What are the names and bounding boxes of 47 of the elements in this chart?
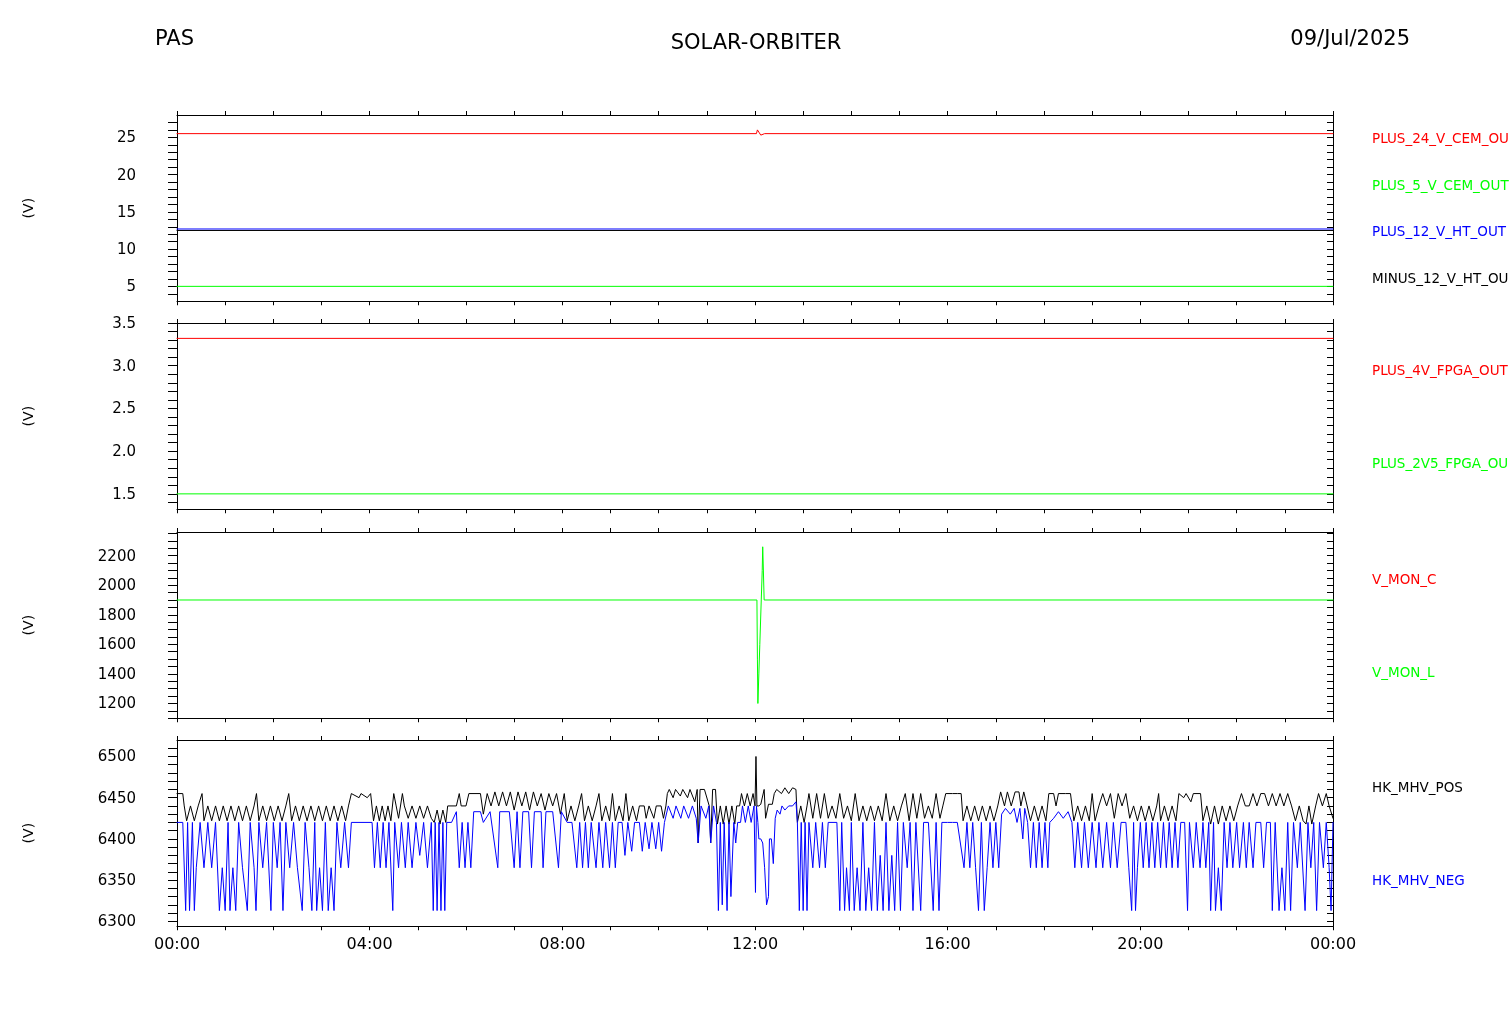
y-tick-label: 2.0 <box>112 442 136 461</box>
y-tick-label: 3.0 <box>112 356 136 375</box>
y-tick-label: 15 <box>116 202 136 221</box>
y-axis-title: (V) <box>20 406 36 427</box>
text: PAS <box>155 25 195 50</box>
y-axis-title: (V) <box>20 822 36 844</box>
y-axis-title: (V) <box>20 197 36 219</box>
text: PLUS_2V5_FPGA_OU <box>1372 454 1509 471</box>
x-tick-label: 20:00 <box>1117 933 1164 953</box>
y-tick-label: 20 <box>116 165 136 184</box>
y-tick-label: 25 <box>116 128 136 147</box>
y-tick-label: 5 <box>126 277 136 296</box>
y-tick-label: 6350 <box>97 870 136 889</box>
y-tick-label: 1600 <box>97 634 136 653</box>
x-tick-label: 04:00 <box>346 933 393 953</box>
y-tick-label: 2.5 <box>112 399 136 418</box>
legend-label: V_MON_C <box>1372 570 1437 587</box>
y-tick-label: 2000 <box>97 575 136 594</box>
y-tick-label: 1.5 <box>112 485 136 504</box>
x-tick-label: 08:00 <box>539 933 586 953</box>
chart-title: SOLAR-ORBITER <box>670 29 842 54</box>
y-tick-label: 1400 <box>97 664 136 683</box>
text: PLUS_24_V_CEM_OU <box>1372 130 1509 147</box>
y-tick-label: 3.5 <box>112 314 136 333</box>
x-tick-label: 12:00 <box>731 933 779 953</box>
y-tick-label: 2200 <box>97 546 136 565</box>
x-tick-label: 00:00 <box>1309 933 1357 953</box>
y-tick-label: 1800 <box>97 605 136 624</box>
text: 09/Jul/2025 <box>1290 25 1410 50</box>
text: PLUS_12_V_HT_OUT <box>1372 223 1507 240</box>
x-tick-label: 16:00 <box>924 933 971 953</box>
line-series <box>176 545 1334 704</box>
y-tick-label: 1200 <box>97 693 136 712</box>
y-tick-label: 6450 <box>97 788 136 807</box>
text: V_MON_L <box>1372 663 1436 680</box>
line-series <box>176 801 1334 911</box>
text: HK_MHV_NEG <box>1372 871 1465 888</box>
y-tick-label: 6300 <box>97 912 136 931</box>
y-axis-title: (V) <box>20 614 36 635</box>
text: PLUS_4V_FPGA_OUT <box>1372 361 1509 378</box>
text: PLUS_5_V_CEM_OUT <box>1372 176 1510 193</box>
text: HK_MHV_POS <box>1372 778 1463 795</box>
x-tick-label: 00:00 <box>153 933 201 953</box>
y-tick-label: 6500 <box>97 747 136 766</box>
y-tick-label: 10 <box>116 240 136 259</box>
text: MINUS_12_V_HT_OU <box>1372 269 1509 286</box>
y-tick-label: 6400 <box>97 829 136 848</box>
